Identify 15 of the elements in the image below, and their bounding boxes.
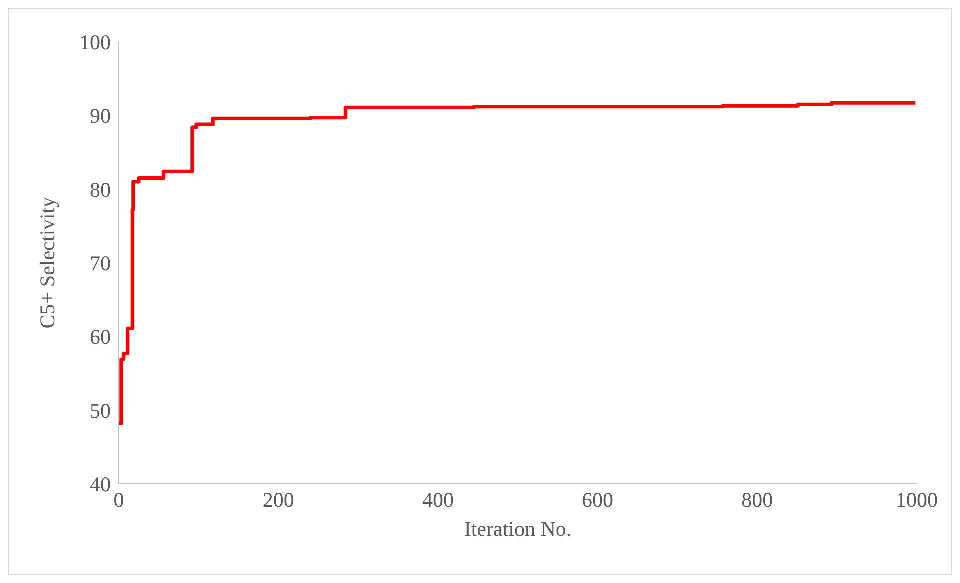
y-axis-title: C5+ Selectivity	[35, 196, 60, 329]
y-tick-label: 100	[80, 30, 111, 54]
y-tick-label: 90	[90, 104, 111, 128]
x-tick-label: 0	[114, 488, 124, 512]
x-tick-label: 600	[582, 488, 614, 512]
x-tick-label: 400	[422, 488, 454, 512]
y-tick-label: 60	[90, 325, 111, 350]
y-tick-label: 40	[90, 472, 111, 496]
x-tick-label: 200	[262, 488, 294, 512]
x-tick-label: 1000	[896, 488, 938, 512]
y-tick-label: 50	[90, 398, 111, 423]
y-tick-label: 70	[90, 251, 111, 276]
y-tick-label: 80	[90, 178, 111, 202]
x-axis-title: Iteration No.	[464, 517, 572, 541]
x-tick-label: 800	[742, 488, 774, 512]
